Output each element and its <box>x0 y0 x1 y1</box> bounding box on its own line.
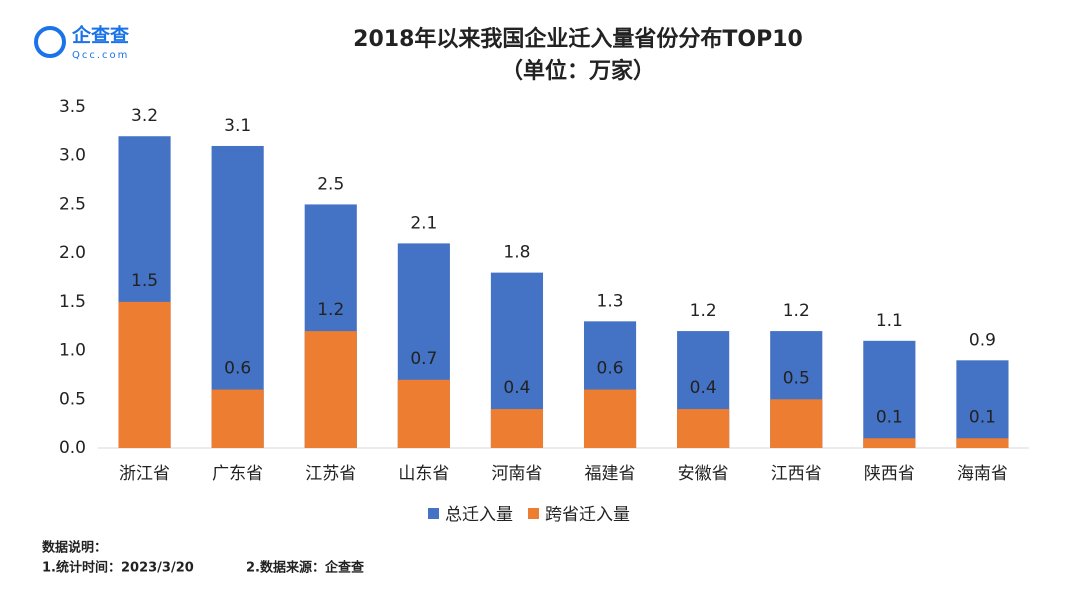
bar <box>118 301 171 448</box>
legend-swatch <box>428 508 439 519</box>
data-label: 0.5 <box>783 368 810 388</box>
bar <box>677 409 730 448</box>
legend-label: 跨省迁入量 <box>545 505 630 525</box>
data-label: 2.5 <box>317 174 344 194</box>
bar <box>304 331 357 448</box>
y-tick-label: 3.0 <box>59 146 86 166</box>
data-label: 0.6 <box>224 359 251 379</box>
data-label: 1.1 <box>876 311 903 331</box>
data-label: 1.2 <box>690 301 717 321</box>
data-label: 0.6 <box>597 359 624 379</box>
x-tick-label: 海南省 <box>957 464 1008 484</box>
bar <box>956 438 1009 448</box>
data-label: 0.7 <box>410 349 437 369</box>
logo-icon <box>34 26 66 58</box>
data-label: 3.2 <box>131 106 158 126</box>
x-tick-label: 广东省 <box>212 464 263 484</box>
data-label: 1.8 <box>503 243 530 263</box>
x-tick-label: 山东省 <box>398 464 449 484</box>
data-label: 0.4 <box>690 378 717 398</box>
bar <box>583 389 637 448</box>
bar <box>490 409 544 448</box>
chart-title: 2018年以来我国企业迁入量省份分布TOP10 <box>353 26 803 52</box>
data-label: 0.1 <box>876 407 903 427</box>
data-label: 2.1 <box>410 213 437 233</box>
bar <box>211 389 264 448</box>
logo-url: Qcc.com <box>72 50 129 61</box>
x-tick-label: 陕西省 <box>864 464 915 484</box>
note: 1.统计时间：2023/3/20 <box>42 560 194 576</box>
y-tick-label: 2.5 <box>59 194 86 214</box>
data-label: 0.4 <box>503 378 530 398</box>
bar <box>863 340 916 448</box>
chart-subtitle: （单位：万家） <box>501 58 655 84</box>
legend-label: 总迁入量 <box>445 505 513 525</box>
y-tick-label: 0.5 <box>59 389 86 409</box>
x-tick-label: 江西省 <box>771 464 822 484</box>
bar <box>863 438 916 448</box>
y-tick-label: 3.5 <box>59 97 86 117</box>
bar <box>956 360 1009 448</box>
y-tick-label: 1.0 <box>59 341 86 361</box>
x-tick-label: 江苏省 <box>305 464 356 484</box>
note: 2.数据来源：企查查 <box>246 560 365 576</box>
logo-name: 企查查 <box>71 24 130 47</box>
data-label: 1.3 <box>597 291 624 311</box>
data-label: 1.2 <box>317 300 344 320</box>
data-label: 1.5 <box>131 271 158 291</box>
x-tick-label: 福建省 <box>585 464 636 484</box>
data-label: 3.1 <box>224 116 251 136</box>
y-tick-label: 0.0 <box>59 438 86 458</box>
data-label: 0.9 <box>969 330 996 350</box>
x-tick-label: 浙江省 <box>119 464 170 484</box>
x-tick-label: 河南省 <box>491 464 542 484</box>
legend-swatch <box>528 508 539 519</box>
bar <box>397 379 450 448</box>
y-tick-label: 1.5 <box>59 292 86 312</box>
bar <box>770 399 823 448</box>
data-label: 1.2 <box>783 301 810 321</box>
x-tick-label: 安徽省 <box>678 464 729 484</box>
notes-heading: 数据说明： <box>42 540 107 556</box>
y-tick-label: 2.0 <box>59 243 86 263</box>
data-label: 0.1 <box>969 407 996 427</box>
